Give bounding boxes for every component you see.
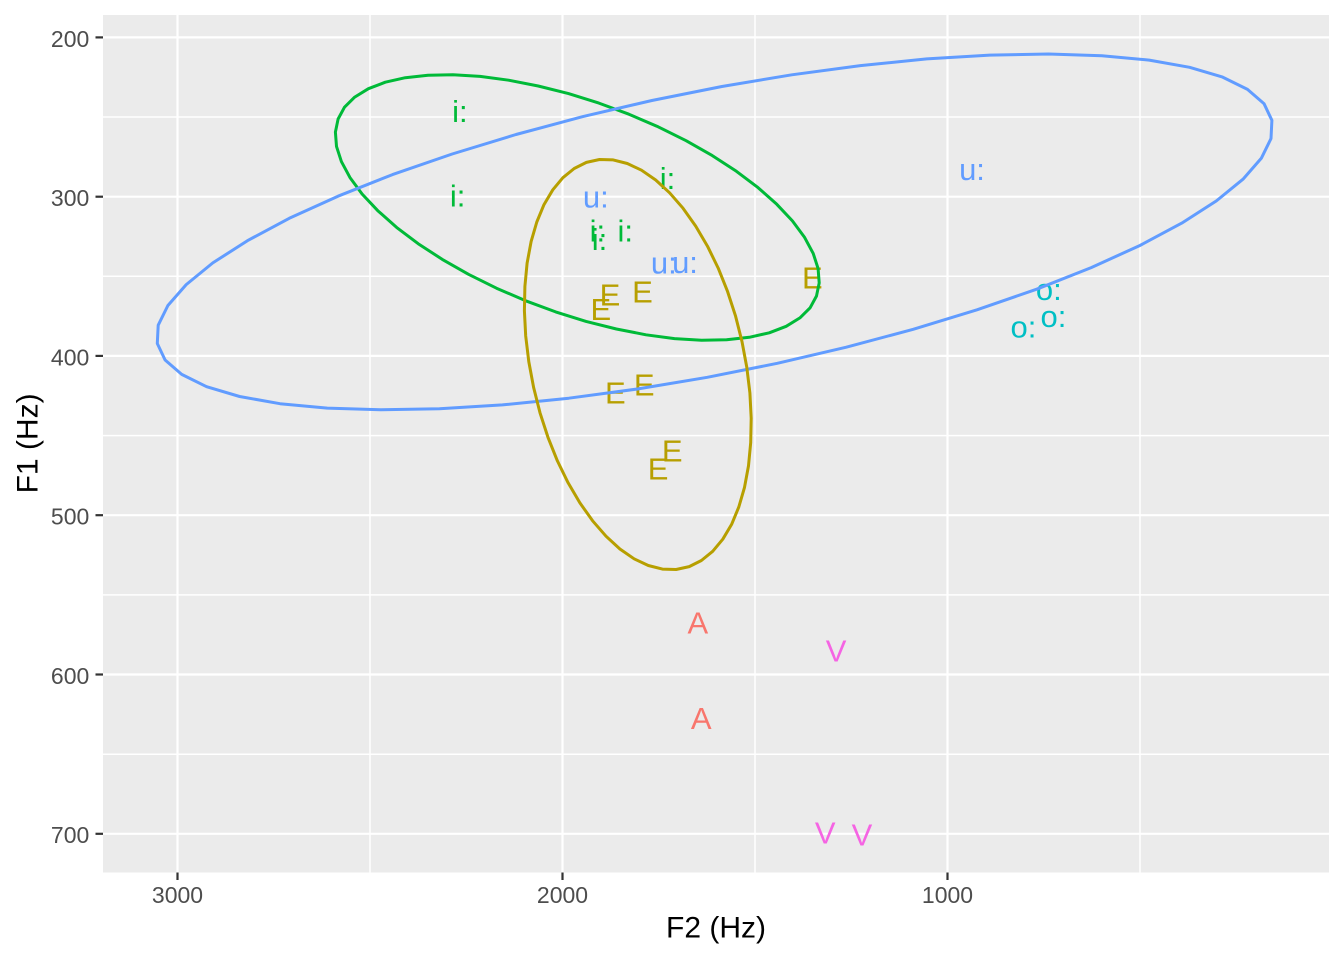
svg-text:i:: i: (450, 179, 466, 214)
svg-text:500: 500 (51, 504, 89, 530)
svg-text:2000: 2000 (537, 882, 588, 908)
svg-text:E: E (648, 451, 669, 486)
svg-text:F2 (Hz): F2 (Hz) (666, 912, 766, 945)
svg-text:o:: o: (1036, 272, 1062, 307)
svg-text:3000: 3000 (152, 882, 203, 908)
svg-text:E: E (600, 277, 621, 312)
svg-text:u:: u: (959, 152, 985, 187)
svg-text:200: 200 (51, 26, 89, 52)
svg-text:E: E (662, 433, 683, 468)
svg-text:A: A (691, 701, 712, 736)
svg-text:V: V (826, 634, 847, 669)
svg-text:o:: o: (1040, 299, 1066, 334)
svg-text:u:: u: (651, 246, 677, 281)
svg-text:600: 600 (51, 663, 89, 689)
svg-text:i:: i: (452, 94, 468, 129)
svg-text:i:: i: (617, 214, 633, 249)
svg-text:o:: o: (1010, 309, 1036, 344)
svg-text:F1 (Hz): F1 (Hz) (12, 393, 45, 493)
svg-text:1000: 1000 (922, 882, 973, 908)
svg-text:300: 300 (51, 185, 89, 211)
svg-text:E: E (634, 367, 655, 402)
svg-text:E: E (632, 274, 653, 309)
svg-text:i:: i: (590, 213, 606, 248)
svg-text:u:: u: (672, 245, 698, 280)
svg-text:400: 400 (51, 344, 89, 370)
svg-text:V: V (815, 815, 836, 850)
svg-text:V: V (852, 818, 873, 853)
svg-text:A: A (688, 606, 709, 641)
svg-text:i:: i: (592, 222, 608, 257)
svg-text:E: E (590, 292, 611, 327)
svg-text:u:: u: (583, 179, 609, 214)
svg-text:700: 700 (51, 822, 89, 848)
